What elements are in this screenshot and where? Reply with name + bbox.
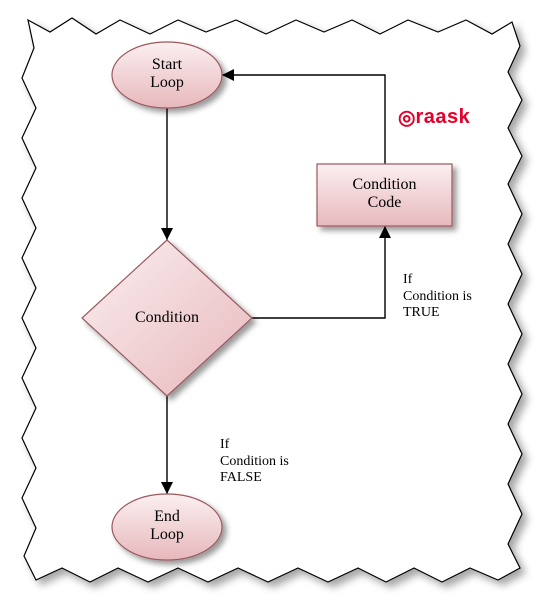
end-label-line2: Loop: [150, 526, 184, 543]
end-label-line1: End: [154, 508, 180, 525]
condition-label: Condition: [117, 309, 217, 327]
brand-logo: ◎raask: [398, 105, 470, 130]
false-label-l2: Condition is: [220, 454, 289, 469]
brand-text: raask: [415, 106, 470, 128]
true-label-l1: If: [403, 272, 412, 287]
end-label: End Loop: [132, 508, 202, 545]
true-label-l2: Condition is: [403, 289, 472, 304]
target-icon: ◎: [398, 105, 415, 130]
true-label-l3: TRUE: [403, 305, 440, 320]
false-branch-label: If Condition is FALSE: [220, 420, 289, 487]
start-label-line2: Loop: [150, 74, 184, 91]
diagram-canvas: ◎raask Start Loop Condition Code Conditi…: [0, 0, 545, 604]
false-label-l1: If: [220, 437, 229, 452]
start-label: Start Loop: [132, 56, 202, 93]
condition-label-text: Condition: [135, 309, 199, 326]
true-branch-label: If Condition is TRUE: [403, 255, 472, 322]
code-label-line1: Condition: [352, 176, 416, 193]
false-label-l3: FALSE: [220, 470, 262, 485]
code-label: Condition Code: [327, 176, 442, 213]
code-label-line2: Code: [368, 194, 402, 211]
start-label-line1: Start: [152, 56, 182, 73]
